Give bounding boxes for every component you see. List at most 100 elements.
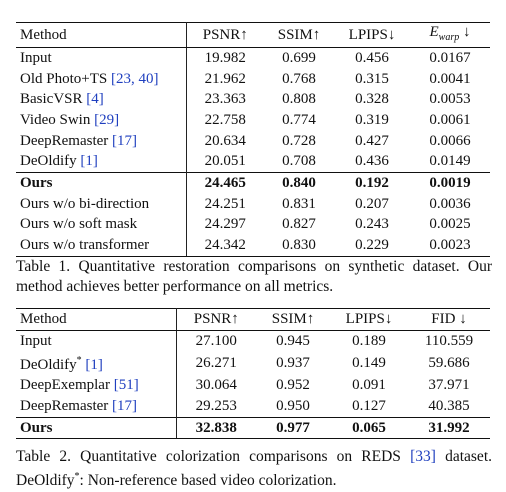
method-cell: BasicVSR [4] (16, 89, 187, 111)
method-cell: Ours (16, 416, 177, 440)
value-cell: 0.830 (264, 235, 334, 257)
method-name: BasicVSR (20, 91, 83, 108)
value-cell: 0.0025 (429, 216, 471, 233)
header-cell: PSNR↑ (176, 308, 256, 331)
value-cell: 0.699 (282, 49, 316, 66)
value-cell: 24.251 (204, 195, 246, 212)
value-cell: 0.937 (276, 354, 310, 371)
citation: [51] (113, 377, 139, 394)
table-row: Ours w/o bi-direction 24.251 0.831 0.207 0.0… (16, 193, 490, 215)
header-cell: Ewarp ↓ (410, 22, 490, 48)
method-name: Ours w/o transformer (20, 237, 150, 254)
header-cell: SSIM↑ (264, 22, 334, 48)
value-cell: 0.243 (355, 216, 389, 233)
method-cell: Ours w/o transformer (16, 235, 187, 257)
superscript: * (74, 471, 80, 482)
method-cell: DeepExemplar [51] (16, 375, 177, 397)
method-cell: DeepRemaster [17] (16, 130, 187, 152)
method-cell: Ours w/o bi-direction (16, 193, 187, 215)
method-cell: DeepRemaster [17] (16, 396, 177, 418)
method-name: Ours (20, 174, 53, 191)
value-cell: 0.189 (352, 332, 386, 349)
value-cell: 59.686 (428, 354, 470, 371)
citation: [17] (112, 397, 138, 414)
value-cell: 0.0019 (410, 172, 490, 194)
header-cell: FID ↓ (408, 308, 490, 331)
table-row: DeepExemplar [51] 30.064 0.952 0.091 37.971 (16, 375, 490, 397)
caption-text: Table 2. Quantitative colorization compa… (16, 448, 411, 465)
value-cell: 0.091 (352, 377, 386, 394)
method-name: DeepExemplar (20, 377, 110, 394)
value-cell: 40.385 (428, 397, 470, 414)
table-row: DeOldify* [1] 26.271 0.937 0.149 59.686 (16, 351, 490, 376)
value-cell: 0.0061 (429, 111, 471, 128)
value-cell: 0.728 (282, 132, 316, 149)
header-subscript: warp (439, 32, 460, 43)
method-cell: Old Photo+TS [23, 40] (16, 68, 187, 90)
header-cell: Method (16, 22, 187, 48)
value-cell: 27.100 (195, 332, 237, 349)
table-row: DeepRemaster [17] 29.253 0.950 0.127 40.385 (16, 396, 490, 418)
header-row: Method PSNR↑ SSIM↑ LPIPS↓ Ewarp ↓ (16, 22, 490, 48)
value-cell: 0.0041 (429, 70, 471, 87)
value-cell: 0.315 (355, 70, 389, 87)
method-cell: Input (16, 330, 177, 352)
method-cell: Ours w/o soft mask (16, 214, 187, 236)
method-name: DeepRemaster (20, 132, 109, 149)
citation: [1] (80, 153, 98, 170)
table-row: Video Swin [29] 22.758 0.774 0.319 0.0061 (16, 110, 490, 131)
value-cell: 0.768 (282, 70, 316, 87)
superscript: * (76, 355, 82, 367)
value-cell: 37.971 (428, 377, 470, 394)
method-cell: Input (16, 47, 187, 69)
value-cell: 0.708 (282, 153, 316, 170)
value-cell: 0.207 (355, 195, 389, 212)
method-name: Ours w/o soft mask (20, 216, 138, 233)
value-cell: 23.363 (204, 91, 246, 108)
value-cell: 0.0066 (429, 132, 471, 149)
value-cell: 30.064 (195, 377, 237, 394)
method-name: Old Photo+TS (20, 70, 108, 87)
table-row: DeepRemaster [17] 20.634 0.728 0.427 0.0066 (16, 130, 490, 152)
value-cell: 26.271 (195, 354, 237, 371)
value-cell: 0.319 (355, 111, 389, 128)
method-name: Input (20, 49, 52, 66)
table-row: Input 19.982 0.699 0.456 0.0167 (16, 47, 490, 69)
method-name: Ours (20, 419, 53, 436)
value-cell: 0.0167 (429, 49, 471, 66)
value-cell: 20.051 (204, 153, 246, 170)
value-cell: 0.774 (282, 111, 316, 128)
value-cell: 0.328 (355, 91, 389, 108)
header-arrow: ↓ (462, 24, 471, 40)
value-cell: 0.0023 (410, 235, 490, 257)
header-cell: Method (16, 308, 177, 331)
value-cell: 0.127 (352, 397, 386, 414)
value-cell: 0.456 (355, 49, 389, 66)
method-name: DeepRemaster (20, 397, 109, 414)
citation: [23, 40] (110, 70, 159, 87)
value-cell: 0.436 (355, 153, 389, 170)
header-cell: LPIPS↓ (334, 22, 410, 48)
value-cell: 32.838 (176, 416, 256, 440)
caption-text: dataset. DeOldify (16, 448, 492, 490)
table-row: Input 27.100 0.945 0.189 110.559 (16, 330, 490, 352)
value-cell: 31.992 (408, 416, 490, 440)
table-row: Ours w/o soft mask 24.297 0.827 0.243 0.0025 (16, 214, 490, 236)
value-cell: 21.962 (204, 70, 246, 87)
citation: [17] (112, 132, 138, 149)
method-cell: Video Swin [29] (16, 110, 187, 131)
header-row: Method PSNR↑ SSIM↑ LPIPS↓ FID ↓ (16, 308, 490, 331)
value-cell: 19.982 (204, 49, 246, 66)
value-cell: 0.831 (282, 195, 316, 212)
method-name: Ours w/o bi-direction (20, 195, 150, 212)
value-cell: 0.952 (276, 377, 310, 394)
caption-1: Table 1. Quantitative restoration compar… (16, 257, 492, 297)
citation: [29] (94, 111, 120, 128)
value-cell: 0.808 (282, 91, 316, 108)
value-cell: 0.427 (355, 132, 389, 149)
method-cell: DeOldify* [1] (16, 351, 177, 376)
value-cell: 0.945 (276, 332, 310, 349)
value-cell: 0.065 (330, 416, 408, 440)
table-row: BasicVSR [4] 23.363 0.808 0.328 0.0053 (16, 89, 490, 111)
